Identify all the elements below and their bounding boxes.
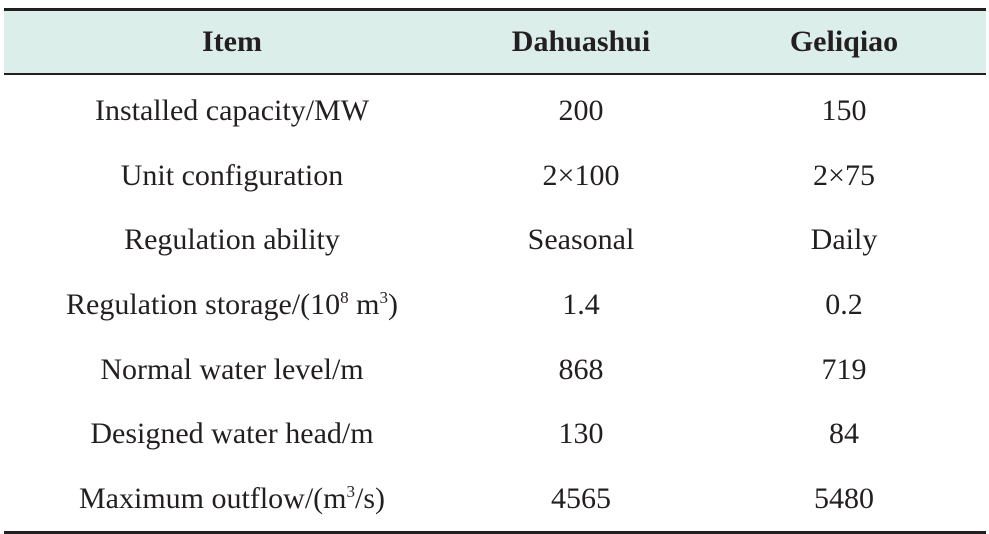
- row-item-cell: Maximum outflow/(m3/s): [4, 466, 460, 534]
- dahuashui-cell: 200: [558, 94, 604, 128]
- item-text-suffix: /s): [354, 481, 385, 515]
- dahuashui-cell: 130: [558, 417, 604, 451]
- header-geliqiao: Geliqiao: [702, 8, 986, 75]
- table-header: Item Dahuashui Geliqiao: [4, 8, 986, 75]
- row-item-cell: Installed capacity/MW: [94, 94, 370, 128]
- item-superscript: 3: [379, 288, 388, 308]
- header-row: Item Dahuashui Geliqiao: [4, 8, 986, 75]
- item-superscript: 8: [340, 288, 349, 308]
- table-row: Regulation ability Seasonal Daily: [4, 208, 986, 273]
- row-item-cell: Regulation storage/(108 m3): [4, 273, 460, 338]
- item-text-middle: m: [348, 288, 380, 322]
- geliqiao-cell: 150: [821, 94, 867, 128]
- geliqiao-cell: 2×75: [813, 158, 875, 192]
- table-row: Unit configuration 2×100 2×75: [4, 144, 986, 209]
- geliqiao-cell: 84: [829, 417, 859, 451]
- dahuashui-cell: Seasonal: [527, 223, 635, 257]
- row-item-cell: Normal water level/m: [100, 352, 364, 386]
- header-item: Item: [4, 8, 460, 75]
- table-row: Regulation storage/(108 m3) 1.4 0.2: [4, 273, 986, 338]
- table-row: Installed capacity/MW 200 150: [4, 74, 986, 144]
- table-row: Maximum outflow/(m3/s) 4565 5480: [4, 466, 986, 534]
- item-superscript: 3: [346, 481, 355, 501]
- row-item-cell: Regulation ability: [124, 223, 340, 257]
- item-text-suffix: ): [387, 288, 398, 322]
- dahuashui-cell: 2×100: [542, 158, 620, 192]
- dahuashui-cell: 1.4: [562, 288, 600, 322]
- header-dahuashui: Dahuashui: [460, 8, 702, 75]
- geliqiao-cell: 0.2: [825, 288, 863, 322]
- table-body: Installed capacity/MW 200 150 Unit confi…: [4, 74, 986, 534]
- table-row: Normal water level/m 868 719: [4, 337, 986, 402]
- geliqiao-cell: 5480: [702, 466, 986, 534]
- dahuashui-cell: 4565: [460, 466, 702, 534]
- dahuashui-cell: 868: [558, 352, 604, 386]
- item-text-prefix: Regulation storage/(10: [66, 288, 341, 322]
- hydropower-comparison-table: Item Dahuashui Geliqiao Installed capaci…: [4, 8, 986, 534]
- geliqiao-cell: 719: [821, 352, 867, 386]
- item-text-prefix: Maximum outflow/(m: [79, 481, 347, 515]
- row-item-cell: Designed water head/m: [90, 417, 374, 451]
- row-item-cell: Unit configuration: [120, 158, 344, 192]
- table-row: Designed water head/m 130 84: [4, 402, 986, 467]
- geliqiao-cell: Daily: [810, 223, 878, 257]
